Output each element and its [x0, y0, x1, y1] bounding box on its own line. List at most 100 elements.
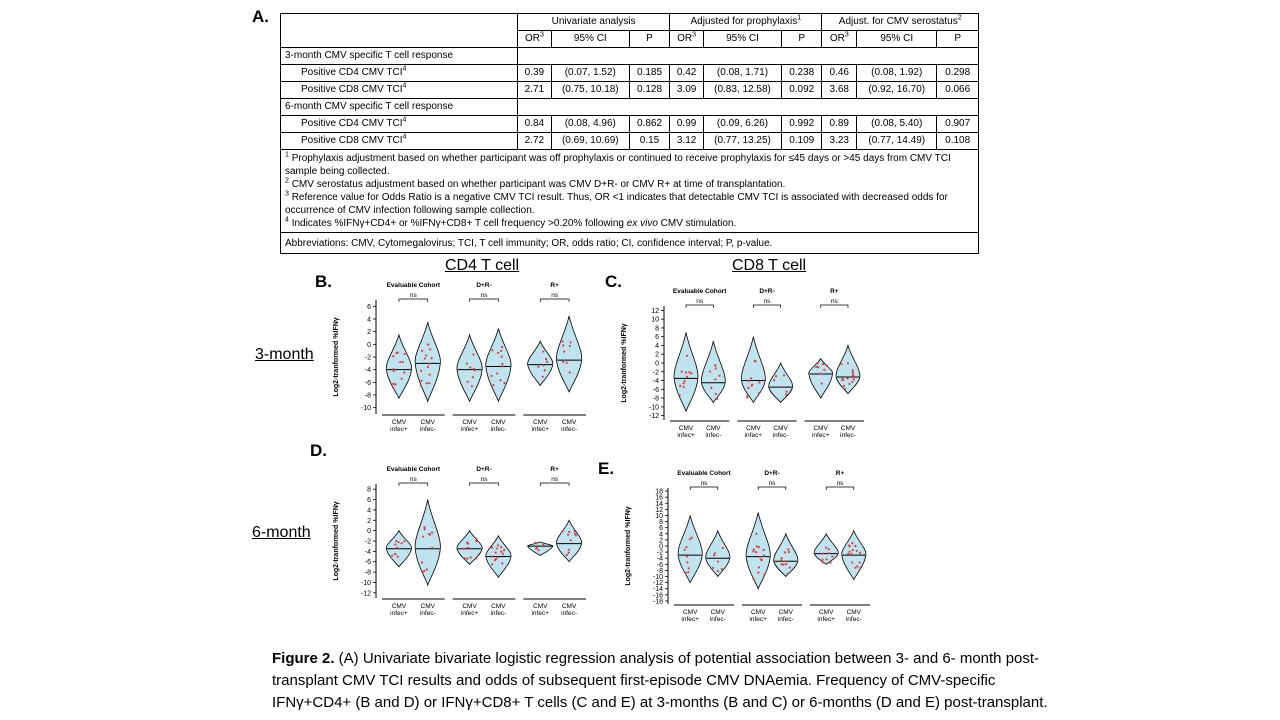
y-tick-label: -2: [365, 355, 371, 362]
x-tick-label: CMV: [819, 609, 834, 616]
data-point: [747, 379, 750, 382]
data-point: [500, 550, 503, 553]
table-row: Positive CD4 CMV TCI4 0.84 (0.08, 4.96) 0.8…: [280, 115, 979, 133]
sig-label: ns: [764, 298, 772, 305]
data-point: [428, 382, 431, 385]
sig-label: ns: [410, 292, 418, 299]
data-point: [686, 555, 689, 558]
sig-bracket: [820, 304, 849, 308]
violin: [773, 532, 799, 578]
data-point: [567, 533, 570, 536]
table-cell: (0.07, 1.52): [550, 64, 630, 82]
data-point: [678, 394, 681, 397]
data-point: [534, 541, 537, 544]
data-point: [721, 546, 724, 550]
x-tick-label: infec+: [817, 616, 835, 623]
data-point: [850, 553, 853, 556]
data-point: [500, 355, 503, 358]
y-tick-label: -6: [653, 387, 659, 394]
data-point: [428, 362, 431, 365]
violin: [677, 515, 703, 584]
group-label: D+R-: [476, 282, 491, 289]
data-point: [493, 559, 496, 562]
x-tick-label: CMV: [421, 419, 436, 426]
data-point: [757, 571, 760, 574]
data-point: [426, 343, 430, 346]
sig-bracket: [539, 298, 570, 302]
y-tick-label: -2: [365, 539, 371, 546]
y-tick-label: 2: [659, 537, 663, 544]
y-tick-label: 0: [367, 342, 371, 349]
y-tick-label: -12: [653, 580, 663, 587]
data-point: [683, 548, 686, 551]
data-point: [419, 369, 423, 372]
sig-label: ns: [831, 298, 839, 305]
section-blank: [517, 98, 979, 116]
y-tick-label: 10: [651, 317, 659, 324]
table-cell: (0.09, 6.26): [702, 115, 783, 133]
table-cell: 0.298: [936, 64, 979, 82]
x-tick-label: infec-: [490, 610, 506, 617]
data-point: [568, 371, 571, 374]
y-tick-label: -10: [361, 580, 371, 587]
data-point: [565, 361, 568, 364]
data-point: [848, 545, 851, 548]
footnotes: 1 Prophylaxis adjustment based on whethe…: [280, 149, 979, 233]
data-point: [397, 541, 400, 544]
data-point: [502, 548, 506, 552]
data-point: [430, 357, 433, 360]
data-point: [466, 546, 470, 549]
data-point: [500, 546, 503, 549]
data-point: [392, 368, 395, 371]
data-point: [567, 551, 570, 554]
data-point: [429, 348, 432, 351]
table-cell: 0.89: [821, 115, 858, 133]
data-point: [392, 369, 395, 373]
y-axis-label: Log2-tranformed %IFNγ: [625, 506, 632, 585]
y-tick-label: 10: [655, 513, 663, 520]
x-tick-label: infec+: [461, 610, 479, 617]
data-point: [423, 357, 426, 360]
violin: [485, 328, 512, 403]
data-point: [783, 560, 786, 563]
data-point: [679, 384, 682, 387]
violin: [701, 340, 726, 404]
data-point: [687, 567, 690, 570]
y-tick-label: -2: [653, 369, 659, 376]
table-cell: 3.68: [821, 81, 858, 99]
data-point: [759, 558, 763, 561]
x-tick-label: infec+: [745, 432, 763, 439]
data-point: [420, 379, 423, 382]
data-point: [752, 550, 755, 553]
y-tick-label: -8: [365, 393, 371, 400]
data-point: [394, 552, 397, 556]
data-point: [392, 382, 395, 385]
table-cell: 0.092: [781, 81, 823, 99]
data-point: [827, 552, 830, 555]
violin-chart-c: Log2-tranformed %IFNγ121086420-2-4-6-8-1…: [621, 288, 864, 439]
sub-p: P: [781, 30, 823, 48]
table-cell: (0.08, 4.96): [550, 115, 630, 133]
x-tick-label: CMV: [491, 603, 506, 610]
data-point: [535, 546, 538, 549]
section-title: 6-month CMV specific T cell response: [280, 98, 518, 116]
sig-bracket: [753, 304, 781, 308]
x-tick-label: infec-: [490, 426, 506, 433]
data-point: [714, 378, 717, 381]
table-cell: 0.109: [781, 132, 823, 150]
data-point: [420, 561, 424, 564]
sig-label: ns: [696, 298, 704, 305]
y-tick-label: -16: [653, 592, 663, 599]
x-tick-label: infec+: [531, 610, 549, 617]
data-point: [746, 396, 749, 399]
data-point: [495, 547, 498, 550]
data-point: [399, 360, 402, 364]
data-point: [758, 555, 761, 559]
data-point: [430, 531, 434, 534]
section-row: 3-month CMV specific T cell response: [280, 47, 979, 65]
data-point: [851, 371, 855, 374]
data-point: [831, 555, 834, 558]
y-tick-label: -4: [365, 549, 371, 556]
data-point: [685, 354, 689, 357]
data-point: [817, 366, 820, 369]
